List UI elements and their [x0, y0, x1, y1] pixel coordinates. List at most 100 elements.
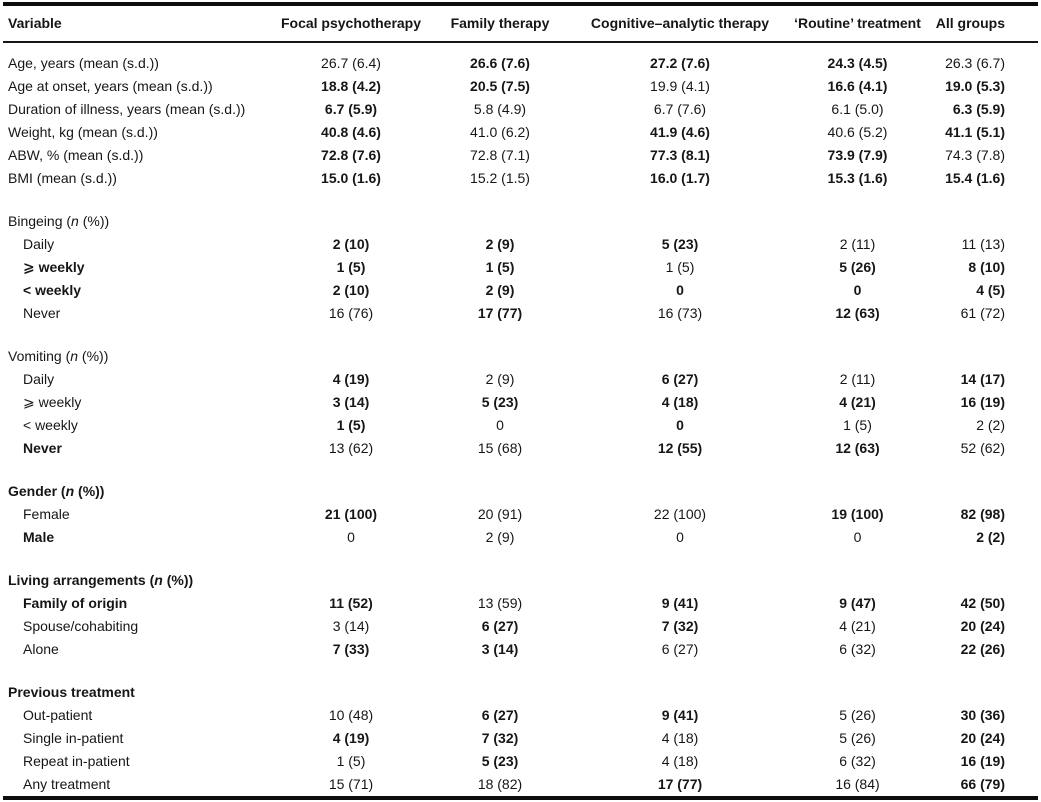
row-label: Male — [23, 529, 55, 545]
section-title-row: Bingeing (n (%)) — [0, 210, 1041, 233]
row-label: Never — [23, 440, 62, 456]
cell-value: 74.3 (7.8) — [945, 147, 1005, 163]
cell-value: 3 (14) — [332, 618, 370, 634]
cell-value: 5 (23) — [481, 753, 519, 769]
cell-value: 27.2 (7.6) — [650, 55, 710, 71]
cell-value: 16 (19) — [960, 394, 1005, 410]
cell-value: 20 (24) — [960, 730, 1005, 746]
row-label: Single in-patient — [23, 730, 124, 746]
cell-value: 2 (11) — [839, 236, 876, 252]
cell-value: 1 (5) — [336, 417, 366, 433]
cell-value: 2 (2) — [976, 529, 1005, 545]
row-label: Family of origin — [23, 595, 128, 611]
cell-value: 0 — [676, 529, 684, 545]
cell-value: 16.6 (4.1) — [827, 78, 888, 94]
cell-value: 15.0 (1.6) — [321, 170, 381, 186]
cell-value: 6 (27) — [481, 707, 519, 723]
cell-value: 18.8 (4.2) — [321, 78, 381, 94]
cell-value: 15 (68) — [477, 440, 523, 456]
row-label: Duration of illness, years (mean (s.d.)) — [8, 101, 246, 117]
row-label: Daily — [23, 371, 55, 387]
cell-value: 19.0 (5.3) — [945, 78, 1005, 94]
cell-value: 2 (9) — [485, 282, 515, 298]
cell-value: 73.9 (7.9) — [827, 147, 888, 163]
table-row: Never 13 (62) 15 (68) 12 (55) 12 (63) 52 (62) — [0, 437, 1041, 460]
cell-value: 13 (62) — [328, 440, 374, 456]
section-spacer — [0, 661, 1041, 681]
cell-value: 11 (13) — [961, 236, 1005, 252]
cell-value: 5.8 (4.9) — [473, 101, 527, 117]
cell-value: 15.3 (1.6) — [827, 170, 888, 186]
cell-value: 4 (19) — [332, 730, 370, 746]
cell-value: 2 (11) — [839, 371, 876, 387]
cell-value: 8 (10) — [968, 259, 1005, 275]
cell-value: 0 — [853, 282, 862, 298]
table-row: Daily 2 (10) 2 (9) 5 (23) 2 (11) 11 (13) — [0, 233, 1041, 256]
cell-value: 12 (55) — [657, 440, 703, 456]
cell-value: 16.0 (1.7) — [650, 170, 710, 186]
cell-value: 61 (72) — [960, 305, 1005, 321]
cell-value: 10 (48) — [328, 707, 374, 723]
cell-value: 5 (23) — [661, 236, 699, 252]
row-label: ABW, % (mean (s.d.)) — [8, 147, 144, 163]
cell-value: 40.6 (5.2) — [827, 124, 888, 140]
cell-value: 9 (41) — [661, 707, 699, 723]
table-row: Alone 7 (33) 3 (14) 6 (27) 6 (32) 22 (26) — [0, 638, 1041, 661]
cell-value: 7 (33) — [332, 641, 370, 657]
cell-value: 16 (76) — [328, 305, 374, 321]
cell-value: 20.5 (7.5) — [470, 78, 530, 94]
cell-value: 6.7 (5.9) — [324, 101, 378, 117]
cell-value: 16 (84) — [835, 776, 880, 792]
cell-value: 6 (27) — [661, 641, 699, 657]
cell-value: 3 (14) — [332, 394, 370, 410]
row-label: Out-patient — [23, 707, 93, 723]
section-title: Living arrangements (n (%)) — [8, 572, 194, 588]
section-spacer — [0, 325, 1041, 345]
cell-value: 17 (77) — [477, 305, 523, 321]
table-row: Any treatment 15 (71) 18 (82) 17 (77) 16 (84… — [0, 773, 1041, 796]
cell-value: 4 (18) — [661, 394, 699, 410]
cell-value: 9 (41) — [661, 595, 699, 611]
row-label: < weekly — [23, 282, 81, 298]
cell-value: 19 (100) — [831, 506, 884, 522]
cell-value: 16 (73) — [657, 305, 703, 321]
row-label: Age, years (mean (s.d.)) — [8, 55, 159, 71]
section-title: Bingeing (n (%)) — [8, 213, 110, 229]
cell-value: 26.7 (6.4) — [321, 55, 381, 71]
cell-value: 4 (18) — [661, 730, 699, 746]
table-body: Age, years (mean (s.d.)) 26.7 (6.4) 26.6 (… — [0, 43, 1041, 796]
table-row: Duration of illness, years (mean (s.d.))… — [0, 98, 1041, 121]
cell-value: 22 (26) — [960, 641, 1005, 657]
table-row: ABW, % (mean (s.d.)) 72.8 (7.6) 72.8 (7.1)… — [0, 144, 1041, 167]
cell-value: 18 (82) — [477, 776, 523, 792]
cell-value: 5 (26) — [839, 707, 876, 723]
cell-value: 1 (5) — [665, 259, 695, 275]
cell-value: 20 (91) — [477, 506, 523, 522]
cell-value: 4 (5) — [976, 282, 1005, 298]
table-bottom-rule — [3, 796, 1038, 800]
cell-value: 4 (18) — [661, 753, 699, 769]
cell-value: 42 (50) — [960, 595, 1005, 611]
row-label: Female — [23, 506, 70, 522]
cell-value: 15 (71) — [328, 776, 374, 792]
section-spacer — [0, 460, 1041, 480]
table-row: Repeat in-patient 1 (5) 5 (23) 4 (18) 6 (32)… — [0, 750, 1041, 773]
cell-value: 19.9 (4.1) — [650, 78, 710, 94]
table-row: BMI (mean (s.d.)) 15.0 (1.6) 15.2 (1.5) 16.… — [0, 167, 1041, 190]
column-header-all-groups: All groups — [935, 15, 1005, 31]
cell-value: 0 — [347, 529, 355, 545]
cell-value: 7 (32) — [481, 730, 519, 746]
section-title-row: Living arrangements (n (%)) — [0, 569, 1041, 592]
row-label: Daily — [23, 236, 55, 252]
table-header-row: Variable Focal psychotherapy Family ther… — [0, 6, 1041, 41]
cell-value: 2 (10) — [332, 282, 370, 298]
cell-value: 52 (62) — [960, 440, 1005, 456]
cell-value: 7 (32) — [661, 618, 699, 634]
cell-value: 12 (63) — [835, 305, 880, 321]
cell-value: 2 (9) — [485, 236, 515, 252]
cell-value: 1 (5) — [843, 417, 872, 433]
table-row: Age at onset, years (mean (s.d.)) 18.8 (4… — [0, 75, 1041, 98]
cell-value: 22 (100) — [653, 506, 707, 522]
cell-value: 30 (36) — [960, 707, 1005, 723]
row-label: BMI (mean (s.d.)) — [8, 170, 117, 186]
